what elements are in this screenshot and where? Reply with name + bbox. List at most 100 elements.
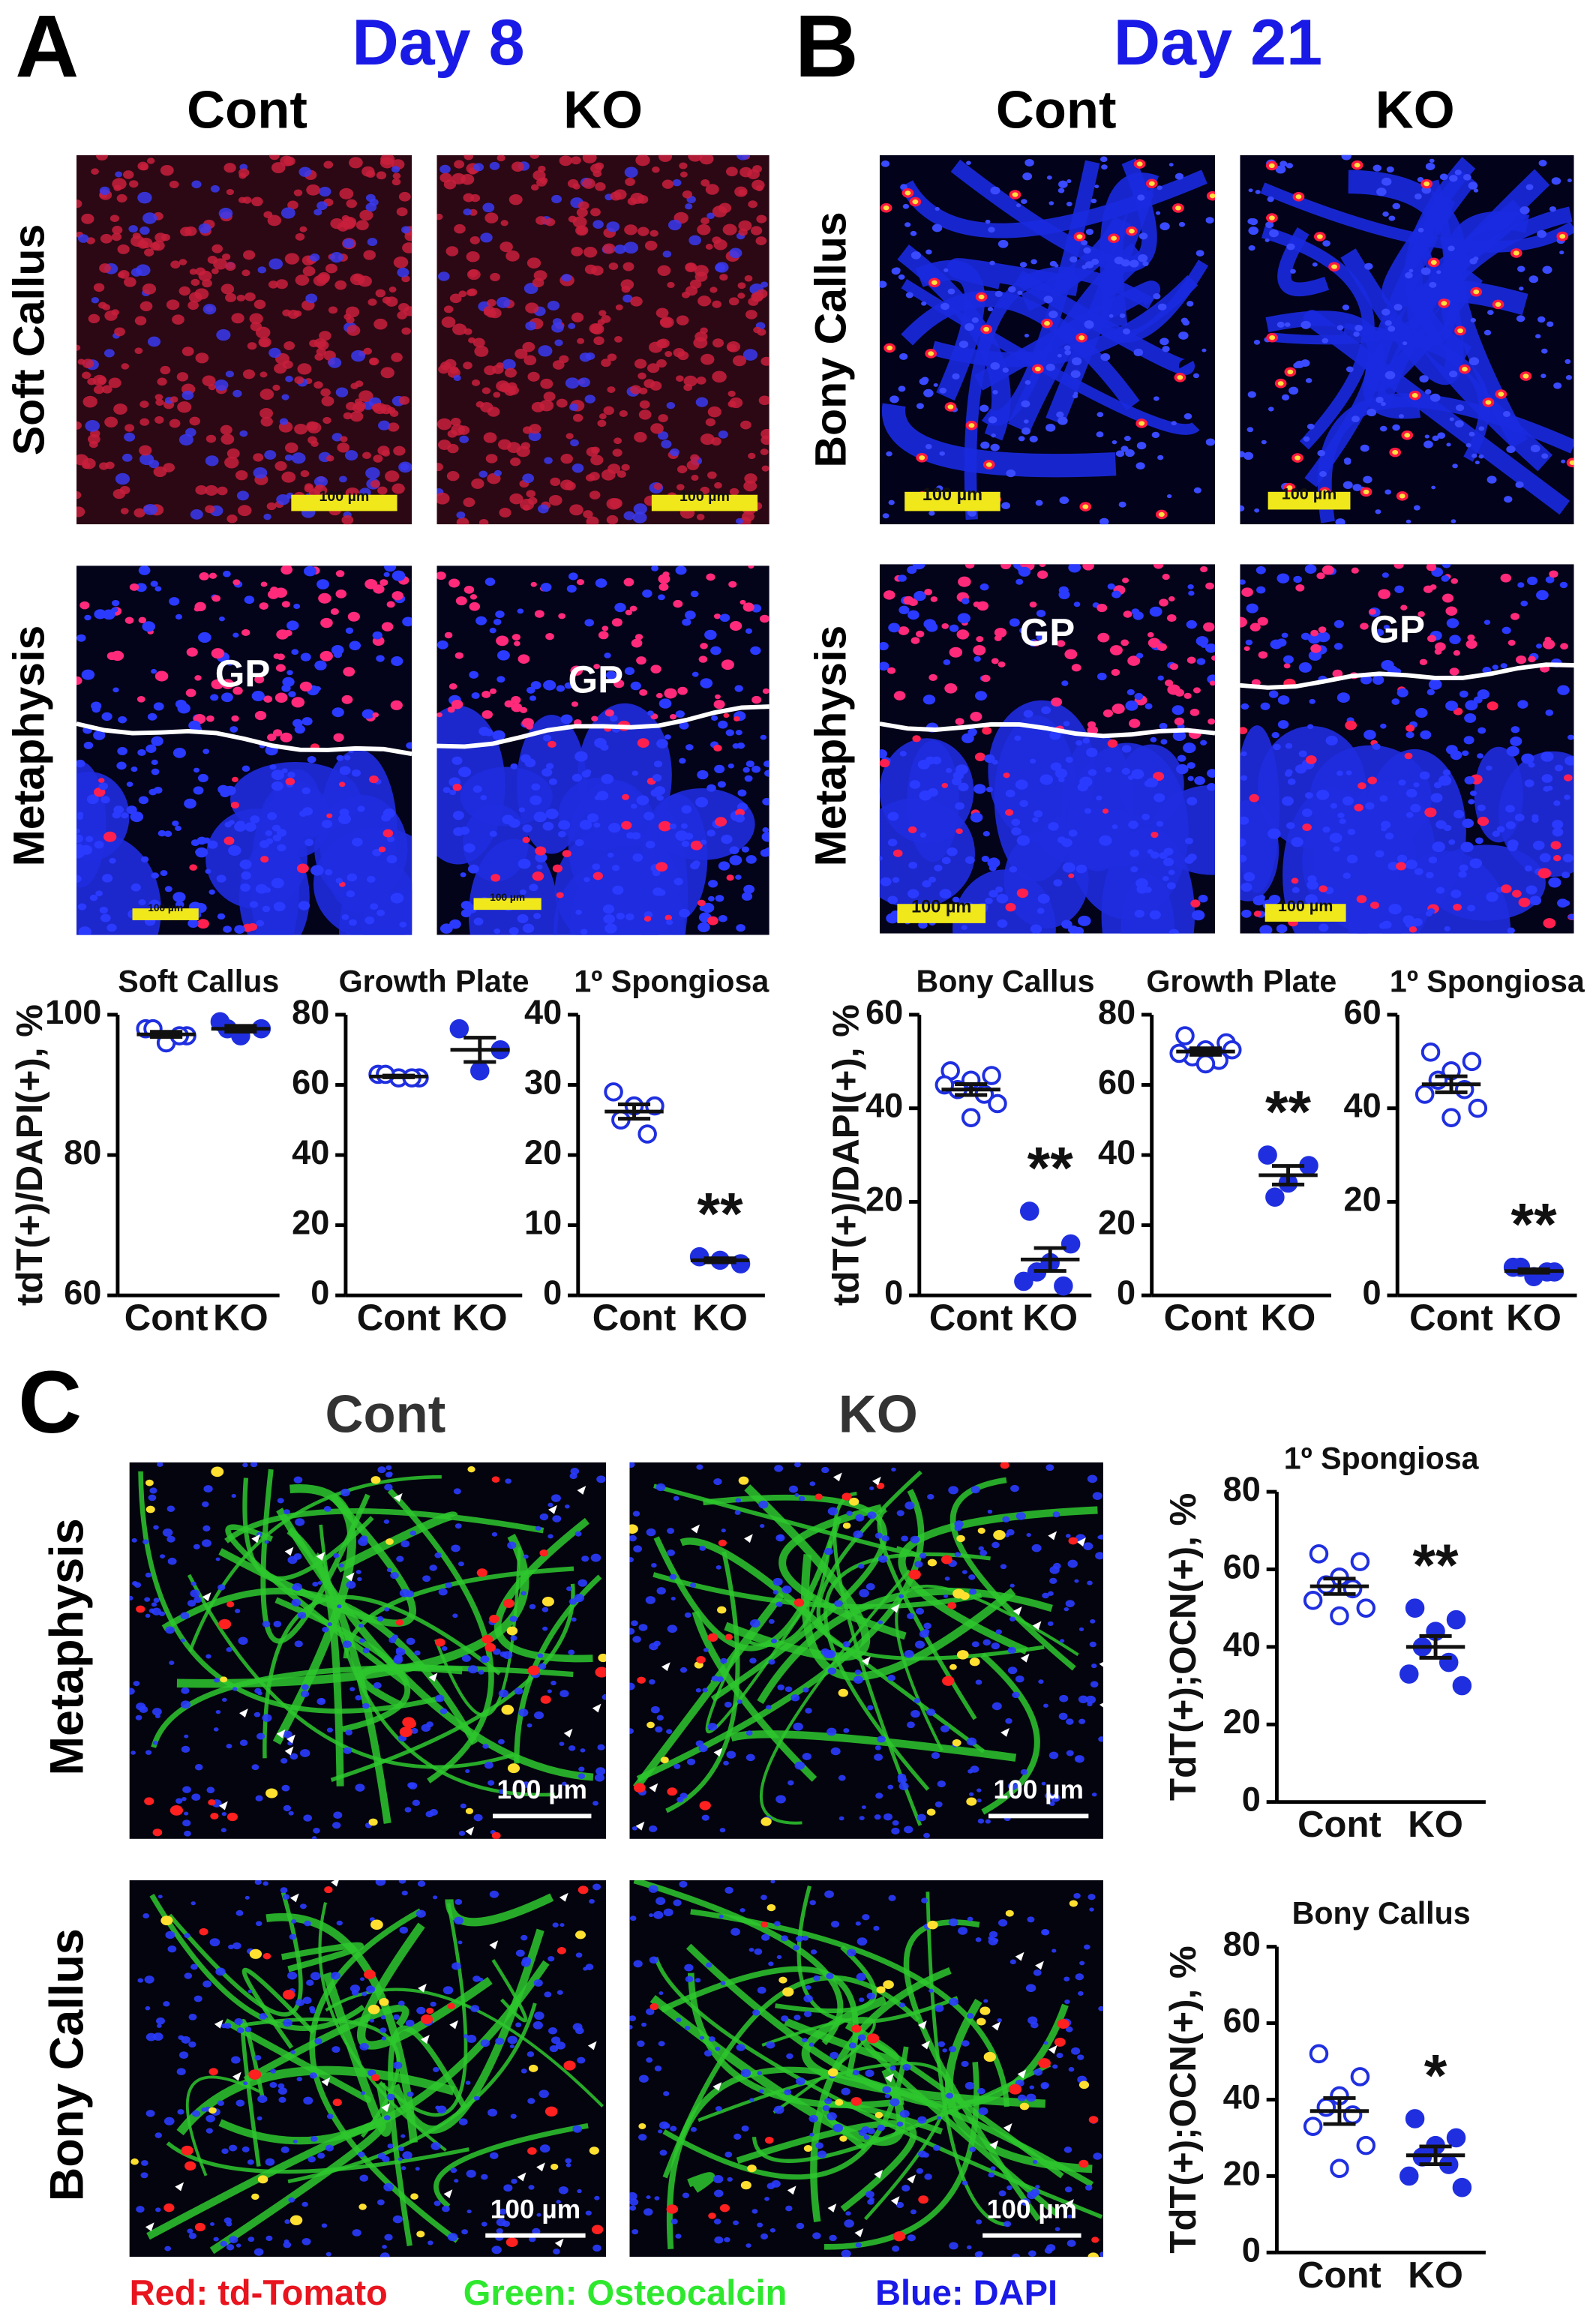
cell xyxy=(729,488,740,496)
cell xyxy=(1380,723,1387,729)
cell xyxy=(434,1552,442,1558)
cell xyxy=(1107,739,1118,748)
cell xyxy=(597,1744,605,1750)
cell xyxy=(288,691,296,698)
cell xyxy=(914,590,926,602)
cell xyxy=(394,1654,403,1661)
cell xyxy=(734,716,740,722)
cell xyxy=(1379,425,1388,432)
cell xyxy=(1500,884,1512,894)
cell xyxy=(1075,1973,1084,1981)
cell xyxy=(713,1478,722,1486)
cell xyxy=(696,514,705,520)
cell xyxy=(838,1688,848,1697)
cell xyxy=(1064,1999,1070,2004)
cell xyxy=(300,470,310,478)
cell xyxy=(533,913,542,920)
cell xyxy=(1382,308,1390,316)
cell xyxy=(1427,636,1435,642)
arrowhead xyxy=(587,2041,597,2050)
cell xyxy=(231,776,238,782)
cell xyxy=(466,2169,476,2178)
cell xyxy=(987,307,994,312)
cell xyxy=(1168,869,1175,875)
cell xyxy=(321,2223,328,2228)
data-point xyxy=(1054,1276,1073,1296)
cell xyxy=(349,157,363,169)
cell xyxy=(596,1767,606,1775)
cell xyxy=(679,758,686,764)
cell xyxy=(343,412,352,420)
cell xyxy=(560,1690,569,1698)
cell xyxy=(236,2243,242,2248)
cell xyxy=(762,797,770,806)
cell xyxy=(986,787,993,793)
cell xyxy=(454,652,464,659)
cell xyxy=(704,2050,712,2056)
cell xyxy=(931,1752,940,1760)
cell xyxy=(1067,1559,1078,1568)
cell xyxy=(890,2098,900,2107)
cell xyxy=(1032,817,1039,823)
cell xyxy=(260,416,273,427)
cell xyxy=(1246,427,1254,433)
cell xyxy=(1249,794,1259,802)
cell xyxy=(925,444,932,449)
cell xyxy=(1240,451,1246,458)
cell xyxy=(746,855,757,864)
cell xyxy=(1166,494,1172,499)
cell xyxy=(540,1695,551,1704)
cell xyxy=(388,286,397,293)
cell xyxy=(646,1528,656,1537)
cell xyxy=(1048,201,1054,206)
cell xyxy=(1537,230,1547,238)
cell xyxy=(314,2038,322,2044)
cell xyxy=(139,445,152,456)
cell xyxy=(530,184,539,191)
cell xyxy=(849,1497,860,1506)
cell xyxy=(320,650,333,662)
cell xyxy=(1088,1894,1096,1900)
cell xyxy=(740,420,752,430)
cell xyxy=(405,2019,415,2027)
cell xyxy=(326,813,333,818)
cell xyxy=(649,1913,654,1918)
cell xyxy=(220,692,233,703)
cell xyxy=(306,421,318,431)
cell xyxy=(794,1462,801,1468)
cell xyxy=(983,2051,996,2062)
cell xyxy=(1015,779,1028,790)
cell xyxy=(1565,375,1573,380)
cell xyxy=(543,734,552,742)
cell xyxy=(1273,743,1281,751)
sem-bar xyxy=(150,1030,183,1040)
cell xyxy=(1012,192,1018,197)
cell xyxy=(77,903,87,910)
cell xyxy=(955,802,964,810)
cell xyxy=(1248,188,1253,193)
cell xyxy=(1065,756,1073,764)
cell xyxy=(756,289,768,298)
cell xyxy=(456,511,466,519)
cell xyxy=(632,1826,638,1831)
cell xyxy=(853,1676,863,1684)
significance: ** xyxy=(1511,1191,1557,1257)
cell xyxy=(1402,341,1408,346)
cell xyxy=(130,766,138,772)
cell xyxy=(99,462,109,470)
cell xyxy=(1292,886,1300,893)
cell xyxy=(625,609,633,616)
cell xyxy=(724,1634,734,1640)
cell xyxy=(181,1745,190,1753)
cell xyxy=(304,1920,311,1927)
cell xyxy=(517,914,529,923)
cell xyxy=(786,2053,794,2060)
cell xyxy=(675,566,687,575)
cell xyxy=(358,1538,368,1546)
cell xyxy=(1056,2052,1064,2059)
cell xyxy=(1099,835,1112,846)
cell xyxy=(412,1799,421,1807)
cell xyxy=(1541,774,1553,783)
cell xyxy=(746,2243,752,2248)
cell xyxy=(1426,688,1436,696)
